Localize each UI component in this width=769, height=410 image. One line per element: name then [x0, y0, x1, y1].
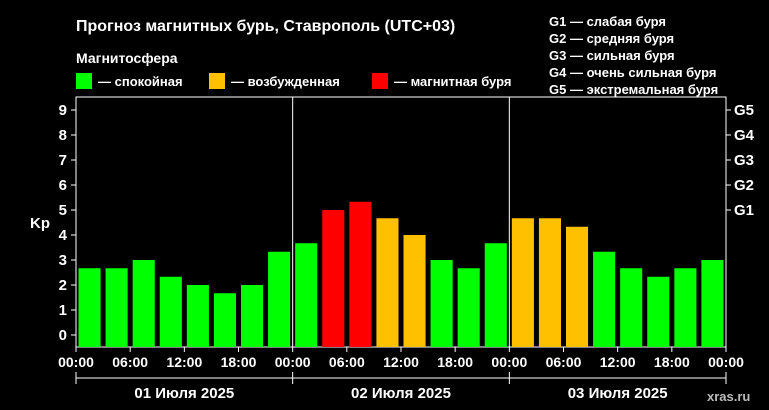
g-tick-label: G2 [734, 177, 754, 194]
x-tick-label: 06:00 [546, 354, 582, 370]
y-tick-label: 3 [59, 252, 67, 269]
y-tick-label: 8 [59, 127, 67, 144]
x-tick-label: 12:00 [383, 354, 419, 370]
kp-bar [538, 218, 561, 347]
y-axis-label: Kp [30, 215, 50, 232]
x-tick-label: 06:00 [329, 354, 365, 370]
kp-bar [268, 251, 291, 347]
x-tick-label: 12:00 [600, 354, 636, 370]
x-tick-label: 06:00 [112, 354, 148, 370]
g-tick-label: G3 [734, 152, 754, 169]
y-axis-right-g-scale: G1 G2 G3 G4 G5 [726, 102, 755, 219]
legend-swatch-storm [372, 73, 388, 89]
x-tick-label: 00:00 [491, 354, 527, 370]
g-tick-label: G1 [734, 202, 754, 219]
x-tick-label: 00:00 [58, 354, 94, 370]
kp-bar [647, 276, 670, 347]
day-label: 02 Июля 2025 [351, 385, 451, 402]
kp-bar [105, 268, 128, 347]
g-scale-legend: G1 — слабая буря G2 — средняя буря G3 — … [549, 14, 718, 97]
y-axis-left: 0 1 2 3 4 5 6 7 8 9 [59, 102, 76, 344]
kp-bar [159, 276, 182, 347]
g-scale-item-g1: G1 — слабая буря [549, 14, 666, 29]
x-tick-label: 12:00 [166, 354, 202, 370]
y-tick-label: 2 [59, 277, 67, 294]
kp-bar [349, 201, 372, 347]
kp-bar [430, 260, 453, 347]
x-axis: 00:00 06:00 12:00 18:00 00:00 06:00 12:00 18:00… [58, 347, 744, 370]
legend: — спокойная — возбужденная — магнитная б… [76, 73, 511, 89]
y-tick-label: 0 [59, 327, 67, 344]
x-tick-label: 18:00 [437, 354, 473, 370]
y-tick-label: 5 [59, 202, 67, 219]
x-tick-label: 18:00 [654, 354, 690, 370]
kp-bar [511, 218, 534, 347]
y-tick-label: 7 [59, 152, 67, 169]
kp-bar [295, 243, 318, 347]
kp-bar [213, 293, 236, 347]
watermark: xras.ru [707, 389, 750, 404]
x-tick-label: 00:00 [708, 354, 744, 370]
g-tick-label: G4 [734, 127, 755, 144]
y-tick-label: 1 [59, 302, 67, 319]
legend-swatch-excited [209, 73, 225, 89]
y-tick-label: 4 [59, 227, 68, 244]
legend-label-storm: — магнитная буря [394, 74, 511, 89]
kp-bar [403, 235, 426, 347]
day-label: 03 Июля 2025 [568, 385, 668, 402]
day-separators [292, 97, 510, 347]
g-tick-label: G5 [734, 102, 754, 119]
g-scale-item-g5: G5 — экстремальная буря [549, 82, 718, 97]
g-scale-item-g4: G4 — очень сильная буря [549, 65, 716, 80]
kp-bar [78, 268, 101, 347]
kp-bar [322, 210, 345, 347]
kp-bar [701, 260, 724, 347]
legend-label-excited: — возбужденная [231, 74, 340, 89]
kp-bar [376, 218, 399, 347]
day-label: 01 Июля 2025 [134, 385, 234, 402]
chart-title: Прогноз магнитных бурь, Ставрополь (UTC+… [76, 18, 455, 35]
day-labels: 01 Июля 2025 02 Июля 2025 03 Июля 2025 [75, 372, 727, 402]
kp-bar [457, 268, 480, 347]
bar-series [78, 201, 724, 347]
g-scale-item-g3: G3 — сильная буря [549, 48, 675, 63]
kp-bar [566, 226, 589, 347]
kp-bar [593, 251, 616, 347]
kp-bar [241, 285, 264, 347]
y-tick-label: 9 [59, 102, 67, 119]
y-tick-label: 6 [59, 177, 67, 194]
kp-bar [674, 268, 697, 347]
kp-bar [186, 285, 209, 347]
magnetosphere-label: Магнитосфера [76, 50, 178, 66]
g-scale-item-g2: G2 — средняя буря [549, 31, 674, 46]
kp-bar [620, 268, 643, 347]
legend-label-calm: — спокойная [98, 74, 183, 89]
kp-bar [132, 260, 155, 347]
x-tick-label: 18:00 [221, 354, 257, 370]
legend-swatch-calm [76, 73, 92, 89]
x-tick-label: 00:00 [275, 354, 311, 370]
kp-bar [484, 243, 507, 347]
